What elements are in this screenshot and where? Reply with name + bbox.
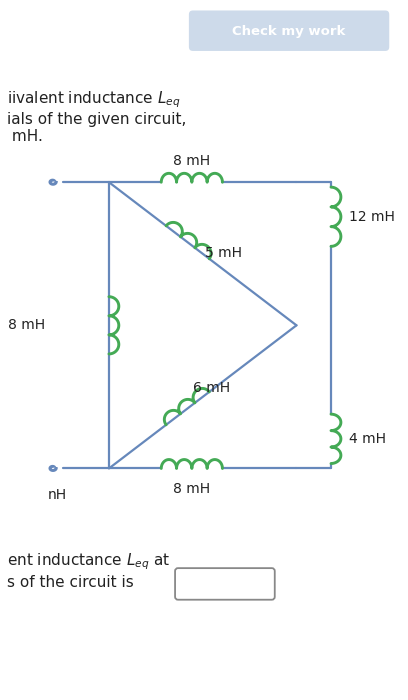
Text: Check my work: Check my work <box>232 25 345 38</box>
Text: 8 mH: 8 mH <box>173 482 211 496</box>
Text: nH: nH <box>48 488 67 502</box>
FancyBboxPatch shape <box>189 10 389 51</box>
Text: 12 mH: 12 mH <box>349 210 395 224</box>
Text: mH.: mH. <box>7 130 43 144</box>
FancyBboxPatch shape <box>175 568 275 600</box>
Text: 8 mH: 8 mH <box>8 318 45 332</box>
Text: iivalent inductance $L_{eq}$: iivalent inductance $L_{eq}$ <box>7 89 181 110</box>
Text: 6 mH: 6 mH <box>193 381 230 395</box>
Text: s of the circuit is: s of the circuit is <box>7 575 134 590</box>
Text: ent inductance $L_{eq}$ at: ent inductance $L_{eq}$ at <box>7 551 171 571</box>
Text: ials of the given circuit,: ials of the given circuit, <box>7 111 186 127</box>
Text: 5 mH: 5 mH <box>206 246 242 260</box>
Text: 4 mH: 4 mH <box>349 432 386 446</box>
Text: 8 mH: 8 mH <box>173 155 211 169</box>
